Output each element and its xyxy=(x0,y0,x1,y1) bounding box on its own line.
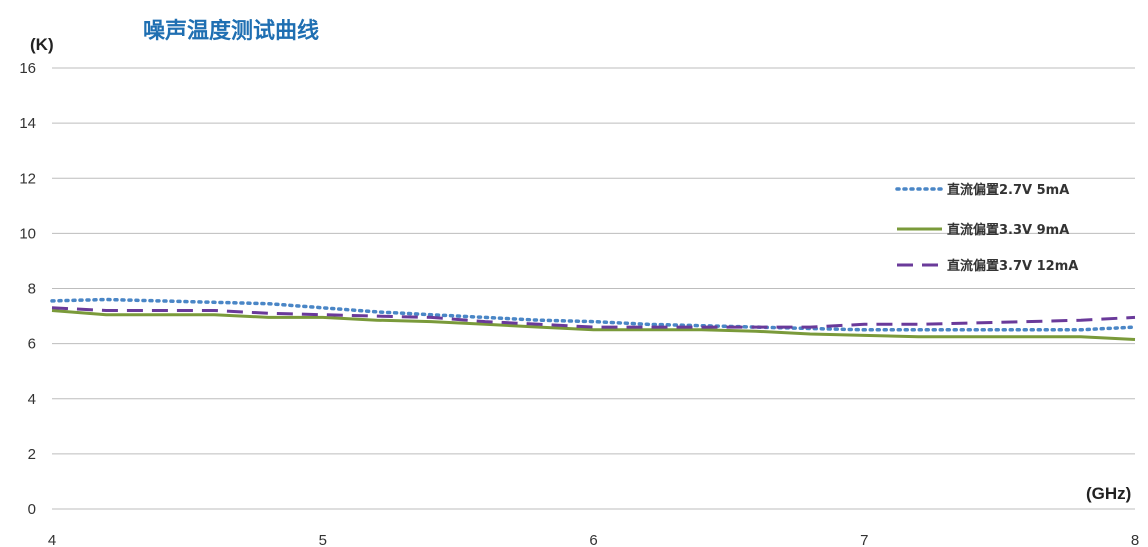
x-tick-label: 6 xyxy=(589,532,597,547)
x-tick-labels: 4 5 6 7 8 xyxy=(48,532,1139,547)
series-lines xyxy=(50,297,1137,341)
y-tick-label: 12 xyxy=(19,170,36,187)
legend: 直流偏置2.7V 5mA 直流偏置3.3V 9mA 直流偏置3.7V 12mA xyxy=(895,182,1078,274)
y-tick-label: 8 xyxy=(28,281,36,298)
y-tick-label: 0 xyxy=(28,501,36,518)
x-tick-label: 5 xyxy=(319,532,327,547)
legend-label: 直流偏置3.3V 9mA xyxy=(947,222,1069,238)
chart-title: 噪声温度测试曲线 xyxy=(143,18,319,44)
series-line-dotted xyxy=(50,297,1137,332)
x-tick-label: 4 xyxy=(48,532,56,547)
legend-label: 直流偏置3.7V 12mA xyxy=(947,258,1078,274)
y-tick-label: 4 xyxy=(28,391,36,408)
y-tick-label: 10 xyxy=(19,225,36,242)
y-tick-label: 16 xyxy=(19,60,36,77)
series-line-dashed xyxy=(51,306,1136,329)
y-tick-label: 14 xyxy=(19,115,36,132)
y-tick-label: 2 xyxy=(28,446,36,463)
y-tick-label: 6 xyxy=(28,336,36,353)
x-tick-label: 8 xyxy=(1131,532,1139,547)
series-line-solid xyxy=(51,309,1136,341)
x-tick-label: 7 xyxy=(860,532,868,547)
y-tick-labels: 0 2 4 6 8 10 12 14 16 xyxy=(19,60,36,518)
y-axis-unit: (K) xyxy=(30,35,54,54)
legend-label: 直流偏置2.7V 5mA xyxy=(947,182,1069,198)
grid-lines xyxy=(52,67,1135,510)
x-axis-unit: (GHz) xyxy=(1086,484,1131,503)
